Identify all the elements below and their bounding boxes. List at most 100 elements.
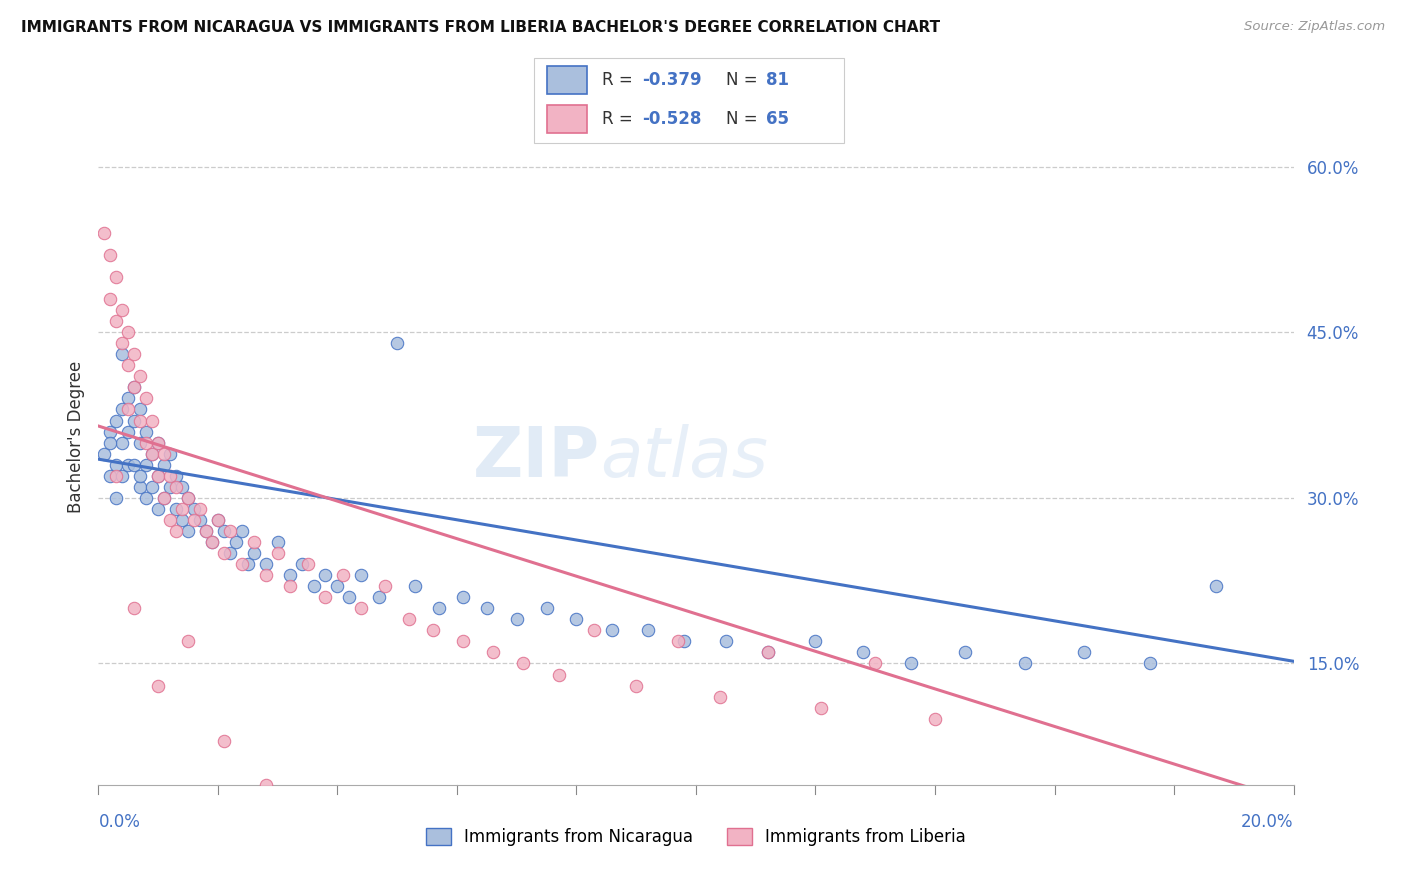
Point bbox=[117, 458, 139, 472]
Point bbox=[177, 524, 200, 538]
Point bbox=[583, 624, 606, 638]
Point bbox=[673, 634, 696, 648]
Point bbox=[105, 468, 128, 483]
Point bbox=[159, 513, 181, 527]
Point bbox=[111, 336, 134, 351]
Point bbox=[93, 447, 115, 461]
Point bbox=[709, 690, 731, 704]
Point bbox=[129, 480, 152, 494]
Text: N =: N = bbox=[725, 70, 763, 88]
Point bbox=[451, 634, 474, 648]
Point bbox=[105, 413, 128, 427]
Point bbox=[153, 458, 176, 472]
Point bbox=[111, 402, 134, 417]
Point bbox=[177, 634, 200, 648]
Point bbox=[105, 458, 128, 472]
Point bbox=[339, 591, 361, 605]
Point bbox=[267, 535, 290, 549]
Point bbox=[243, 535, 266, 549]
Text: R =: R = bbox=[602, 110, 638, 128]
FancyBboxPatch shape bbox=[547, 66, 586, 94]
Point bbox=[404, 579, 426, 593]
Point bbox=[129, 369, 152, 384]
Point bbox=[98, 468, 122, 483]
Point bbox=[267, 546, 290, 560]
Point bbox=[756, 645, 779, 659]
Point bbox=[212, 524, 235, 538]
Point bbox=[219, 524, 242, 538]
Legend: Immigrants from Nicaragua, Immigrants from Liberia: Immigrants from Nicaragua, Immigrants fr… bbox=[419, 822, 973, 853]
Point bbox=[124, 413, 146, 427]
Point bbox=[714, 634, 737, 648]
Point bbox=[297, 557, 319, 571]
Point bbox=[666, 634, 689, 648]
Point bbox=[219, 546, 242, 560]
Point bbox=[602, 624, 624, 638]
Point bbox=[195, 524, 218, 538]
Point bbox=[117, 425, 139, 439]
Point bbox=[852, 645, 875, 659]
Point bbox=[159, 447, 181, 461]
Point bbox=[536, 601, 558, 615]
Point bbox=[278, 568, 301, 582]
Point bbox=[254, 568, 277, 582]
Point bbox=[148, 435, 170, 450]
Point bbox=[207, 513, 229, 527]
Point bbox=[172, 480, 194, 494]
Point bbox=[98, 292, 122, 306]
Point bbox=[141, 447, 163, 461]
Point bbox=[953, 645, 976, 659]
Text: -0.379: -0.379 bbox=[643, 70, 702, 88]
Point bbox=[865, 657, 887, 671]
Point bbox=[756, 645, 779, 659]
Point bbox=[1073, 645, 1095, 659]
Point bbox=[124, 458, 146, 472]
Text: 0.0%: 0.0% bbox=[98, 813, 141, 830]
Point bbox=[212, 546, 235, 560]
Point bbox=[165, 468, 187, 483]
Point bbox=[236, 557, 259, 571]
Point bbox=[111, 468, 134, 483]
Point bbox=[475, 601, 498, 615]
Point bbox=[212, 733, 235, 747]
Point bbox=[1139, 657, 1161, 671]
Point bbox=[98, 248, 122, 262]
Point bbox=[332, 568, 354, 582]
Point bbox=[135, 392, 157, 406]
Point bbox=[148, 679, 170, 693]
Point bbox=[374, 579, 396, 593]
Point bbox=[315, 591, 337, 605]
Point bbox=[188, 513, 211, 527]
Point bbox=[153, 491, 176, 505]
Point bbox=[188, 501, 211, 516]
Point bbox=[278, 579, 301, 593]
Point bbox=[105, 314, 128, 328]
Point bbox=[368, 591, 391, 605]
Point bbox=[231, 524, 253, 538]
Point bbox=[135, 425, 157, 439]
Point bbox=[1205, 579, 1227, 593]
Point bbox=[153, 447, 176, 461]
Point bbox=[183, 513, 205, 527]
Text: IMMIGRANTS FROM NICARAGUA VS IMMIGRANTS FROM LIBERIA BACHELOR'S DEGREE CORRELATI: IMMIGRANTS FROM NICARAGUA VS IMMIGRANTS … bbox=[21, 20, 941, 35]
Point bbox=[124, 347, 146, 361]
Point bbox=[201, 535, 224, 549]
Text: Source: ZipAtlas.com: Source: ZipAtlas.com bbox=[1244, 20, 1385, 33]
Point bbox=[165, 480, 187, 494]
Point bbox=[165, 501, 187, 516]
Point bbox=[117, 359, 139, 373]
Point bbox=[135, 458, 157, 472]
Point bbox=[451, 591, 474, 605]
FancyBboxPatch shape bbox=[547, 104, 586, 133]
Point bbox=[159, 480, 181, 494]
Point bbox=[117, 402, 139, 417]
Text: -0.528: -0.528 bbox=[643, 110, 702, 128]
Point bbox=[350, 568, 373, 582]
Point bbox=[207, 513, 229, 527]
Point bbox=[326, 579, 349, 593]
Point bbox=[111, 435, 134, 450]
Point bbox=[427, 601, 450, 615]
Point bbox=[900, 657, 922, 671]
Point bbox=[512, 657, 534, 671]
Point bbox=[148, 468, 170, 483]
